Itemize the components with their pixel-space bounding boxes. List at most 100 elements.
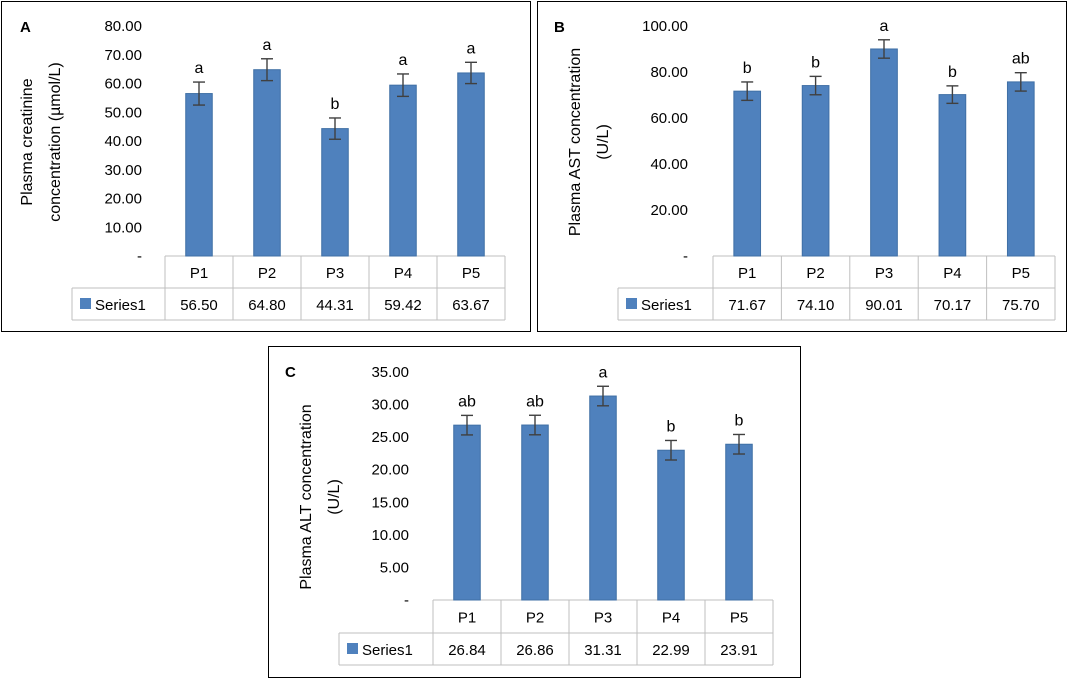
significance-letter: ab <box>458 393 476 410</box>
table-value: 75.70 <box>1002 297 1040 314</box>
significance-letter: b <box>331 96 340 113</box>
y-tick-label: 20.00 <box>104 191 142 208</box>
bar-p1 <box>453 424 481 601</box>
category-label: P5 <box>1012 265 1030 282</box>
y-tick-label: 5.00 <box>380 559 409 576</box>
table-value: 56.50 <box>180 297 218 314</box>
category-label: P4 <box>662 610 680 627</box>
y-tick-label: - <box>137 248 142 265</box>
significance-letter: ab <box>1012 51 1030 68</box>
bar-p5 <box>1006 81 1035 257</box>
legend-key-series1 <box>626 298 637 309</box>
bar-p5 <box>725 443 753 601</box>
category-label: P3 <box>326 265 344 282</box>
bar-p1 <box>185 93 213 257</box>
table-value: 70.17 <box>934 297 972 314</box>
bar-p3 <box>870 48 898 257</box>
y-tick-label: 20.00 <box>371 462 409 479</box>
y-tick-label: 10.00 <box>371 527 409 544</box>
y-tick-label: 35.00 <box>371 364 409 381</box>
significance-letter: b <box>743 60 752 77</box>
bar-chart-c: C Plasma ALT concentration (U/L) - 5.00 10.00… <box>285 364 774 666</box>
table-value: 44.31 <box>316 297 354 314</box>
significance-letter: a <box>599 364 608 381</box>
y-tick-label: 20.00 <box>650 202 688 219</box>
bar-p4 <box>657 449 685 601</box>
bar-chart-a: A Plasma creatinine concentration (µmol/L)… <box>19 18 506 321</box>
table-value: 26.86 <box>516 642 554 659</box>
bar-p5 <box>457 72 485 257</box>
table-value: 22.99 <box>652 642 690 659</box>
chart-panel-b: B Plasma AST concentration (U/L) - 20.00 40.0… <box>537 1 1067 332</box>
table-value: 59.42 <box>384 297 422 314</box>
y-axis-title-line: (U/L) <box>326 479 343 515</box>
y-axis-title: Plasma ALT concentration (U/L) <box>298 404 343 589</box>
y-tick-label: 30.00 <box>371 397 409 414</box>
panel-label: B <box>554 19 565 36</box>
legend-label-series1: Series1 <box>641 297 692 314</box>
significance-letter: a <box>399 52 408 69</box>
table-value: 64.80 <box>248 297 286 314</box>
table-value: 31.31 <box>584 642 622 659</box>
y-tick-label: 50.00 <box>104 104 142 121</box>
y-tick-label: 25.00 <box>371 429 409 446</box>
significance-letter: b <box>735 412 744 429</box>
panel-label: A <box>20 19 31 36</box>
significance-letter: b <box>811 54 820 71</box>
table-value: 63.67 <box>452 297 490 314</box>
y-tick-label: 80.00 <box>650 64 688 81</box>
y-tick-label: 60.00 <box>650 110 688 127</box>
significance-letter: ab <box>526 393 544 410</box>
bar-p4 <box>389 84 417 257</box>
y-tick-label: - <box>683 248 688 265</box>
table-value: 74.10 <box>797 297 835 314</box>
y-axis-title-line: Plasma creatinine <box>19 78 36 205</box>
bar-p2 <box>521 424 549 601</box>
y-tick-label: - <box>404 592 409 609</box>
category-label: P5 <box>462 265 480 282</box>
category-label: P2 <box>258 265 276 282</box>
category-label: P2 <box>806 265 824 282</box>
category-label: P1 <box>458 610 476 627</box>
panel-label: C <box>285 364 296 381</box>
y-tick-label: 10.00 <box>104 219 142 236</box>
y-tick-label: 40.00 <box>650 156 688 173</box>
table-value: 90.01 <box>865 297 903 314</box>
significance-letter: a <box>467 40 476 57</box>
legend-key-series1 <box>347 643 358 654</box>
significance-letter: b <box>948 64 957 81</box>
table-value: 23.91 <box>720 642 758 659</box>
chart-panel-a: A Plasma creatinine concentration (µmol/L)… <box>1 1 531 332</box>
significance-letter: b <box>667 418 676 435</box>
y-tick-label: 60.00 <box>104 76 142 93</box>
category-label: P4 <box>394 265 412 282</box>
bar-p4 <box>938 94 967 257</box>
category-label: P4 <box>943 265 961 282</box>
category-label: P2 <box>526 610 544 627</box>
y-axis-title-line: (U/L) <box>595 124 612 160</box>
table-value: 26.84 <box>448 642 486 659</box>
y-axis-title-line: Plasma AST concentration <box>567 48 584 236</box>
y-tick-label: 15.00 <box>371 494 409 511</box>
chart-panel-c: C Plasma ALT concentration (U/L) - 5.00 10.00… <box>268 346 801 678</box>
category-label: P1 <box>190 265 208 282</box>
bar-p2 <box>801 85 830 257</box>
category-label: P3 <box>594 610 612 627</box>
category-label: P1 <box>738 265 756 282</box>
y-tick-label: 100.00 <box>642 18 688 35</box>
category-label: P5 <box>730 610 748 627</box>
bar-p3 <box>589 395 617 601</box>
significance-letter: a <box>880 18 889 35</box>
legend-key-series1 <box>80 298 91 309</box>
category-label: P3 <box>875 265 893 282</box>
y-tick-label: 80.00 <box>104 18 142 35</box>
legend-label-series1: Series1 <box>362 642 413 659</box>
y-tick-label: 30.00 <box>104 162 142 179</box>
legend-label-series1: Series1 <box>95 297 146 314</box>
bar-p1 <box>733 90 762 257</box>
table-value: 71.67 <box>728 297 766 314</box>
y-tick-label: 70.00 <box>104 47 142 64</box>
y-axis-title-line: Plasma ALT concentration <box>298 404 315 589</box>
y-axis-title: Plasma AST concentration (U/L) <box>567 48 612 236</box>
